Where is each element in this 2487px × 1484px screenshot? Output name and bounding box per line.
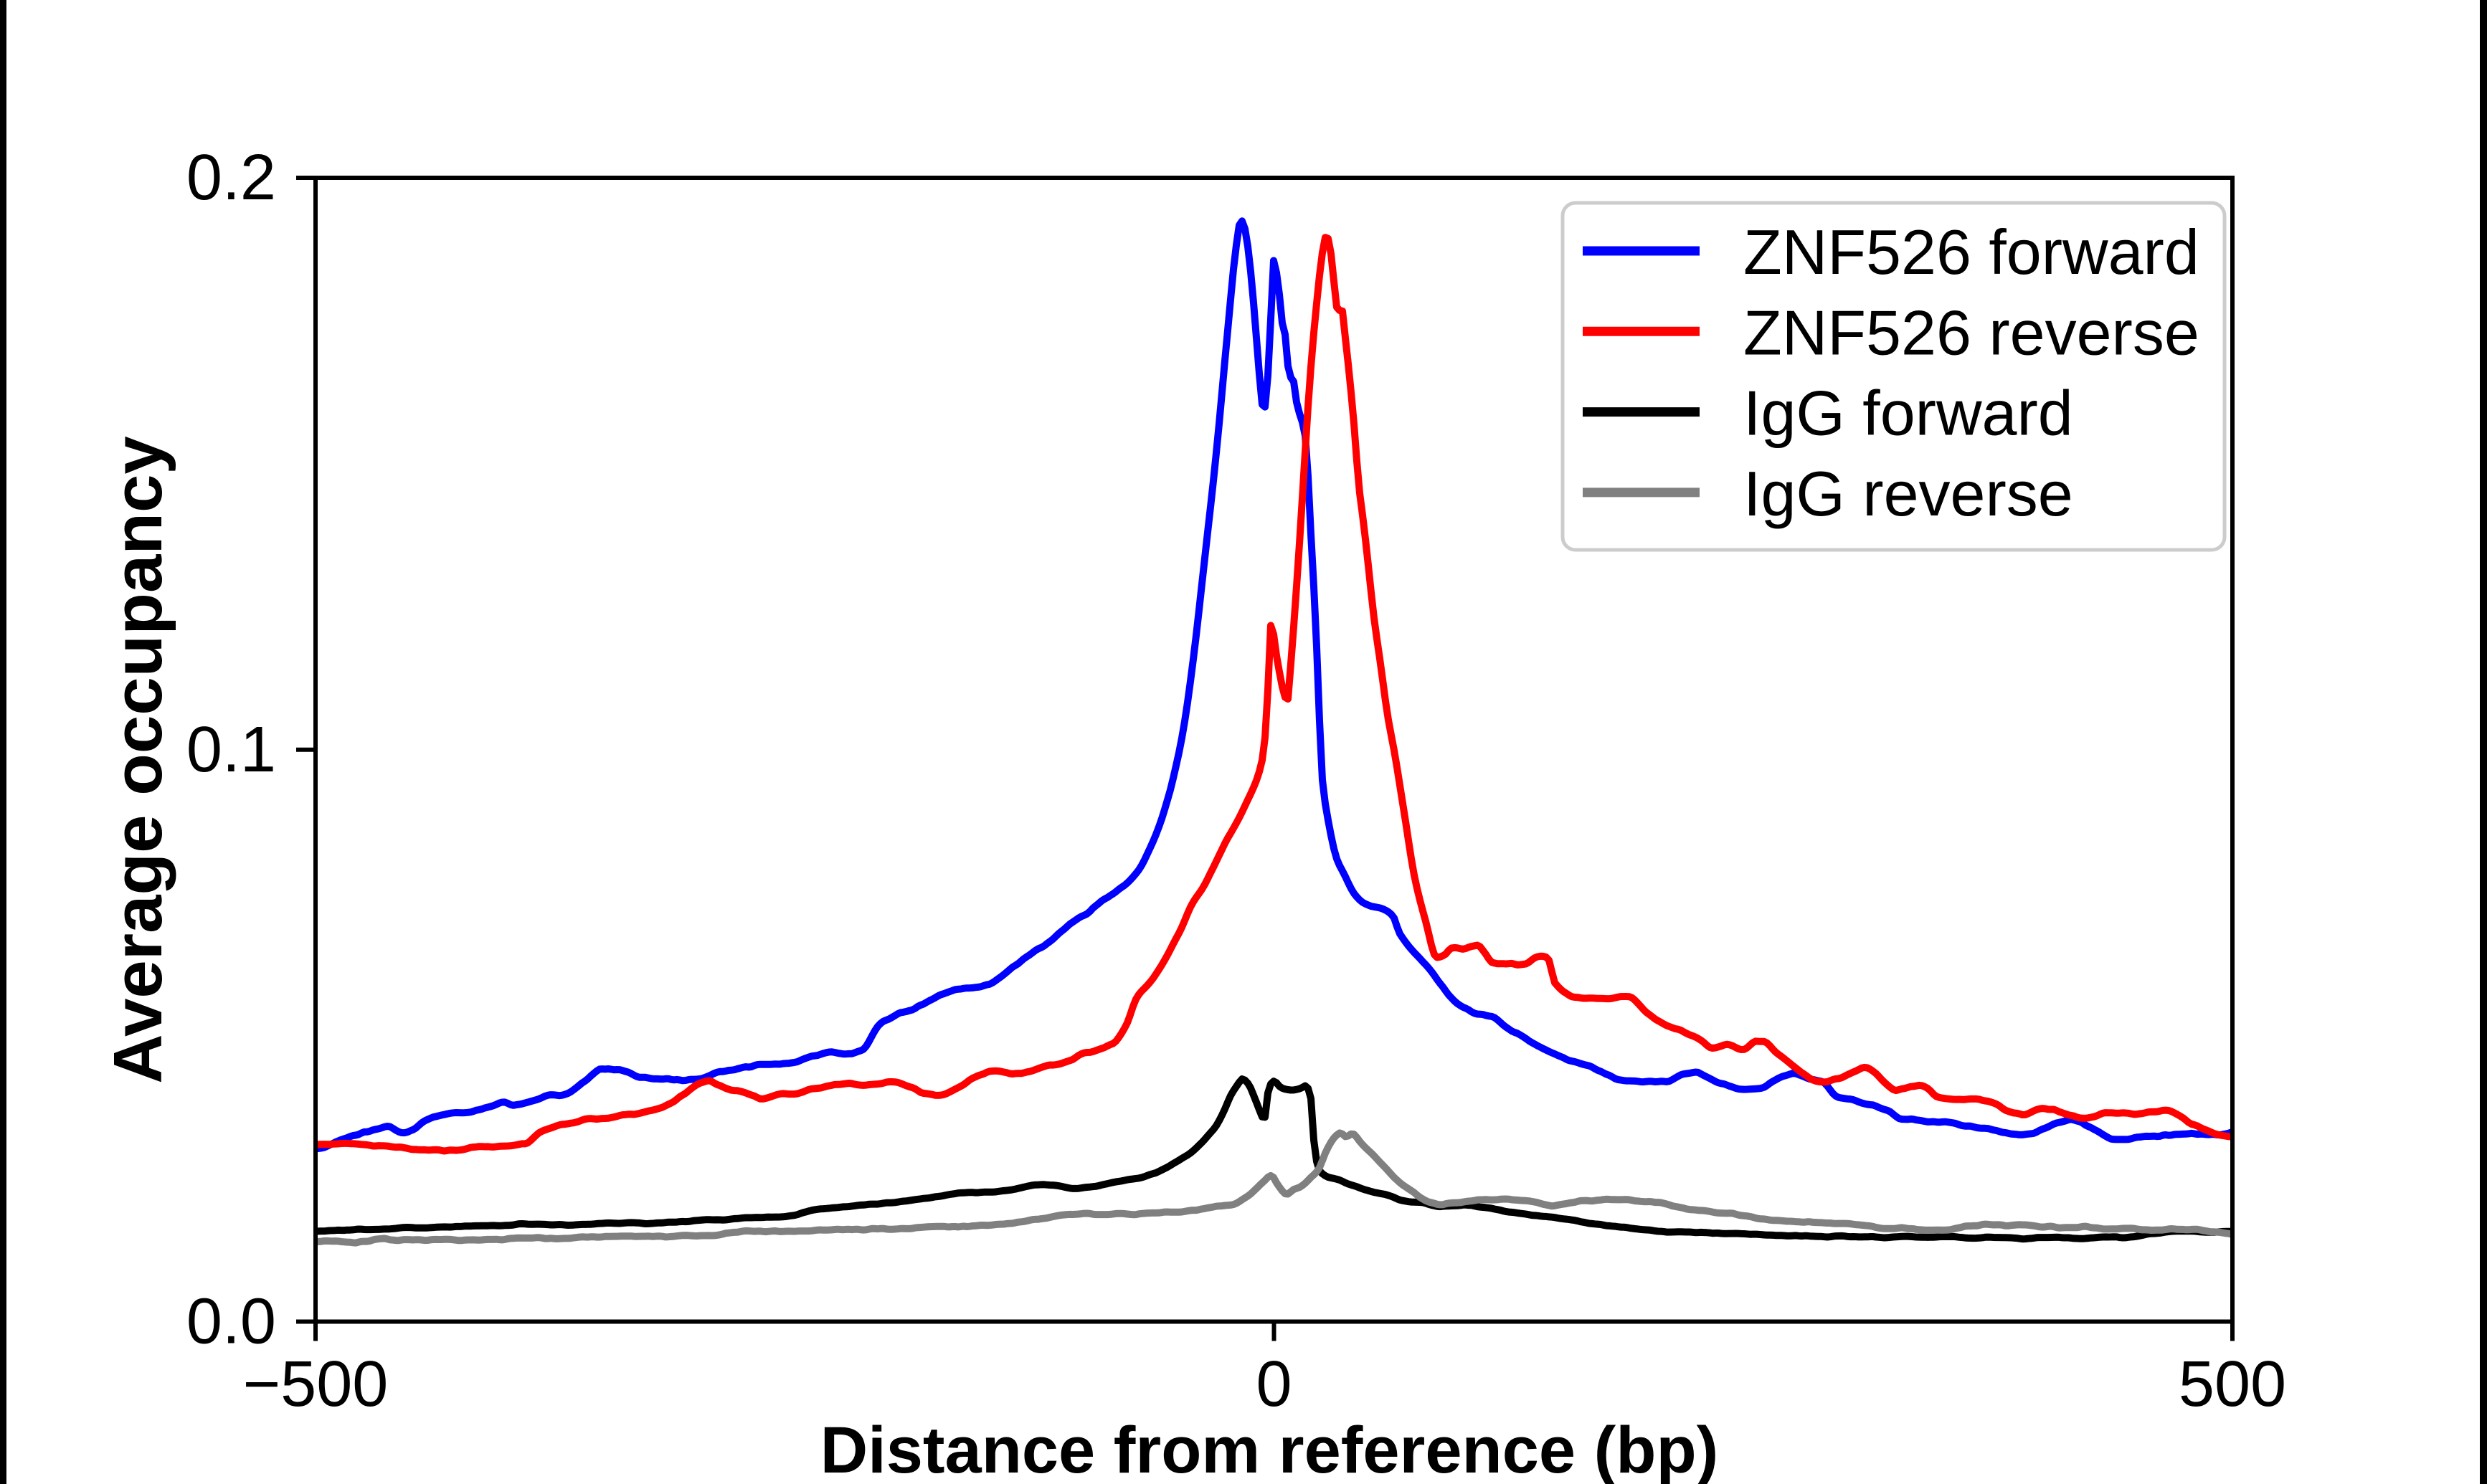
svg-text:Average occupancy: Average occupancy <box>100 436 176 1084</box>
svg-text:0: 0 <box>1256 1349 1292 1420</box>
svg-text:0.0: 0.0 <box>186 1286 276 1358</box>
svg-text:Distance from reference (bp): Distance from reference (bp) <box>820 1414 1719 1484</box>
svg-text:0.1: 0.1 <box>186 714 276 786</box>
svg-text:−500: −500 <box>243 1349 389 1420</box>
svg-text:500: 500 <box>2179 1349 2286 1420</box>
svg-text:ZNF526 reverse: ZNF526 reverse <box>1743 297 2199 368</box>
svg-text:0.2: 0.2 <box>186 142 276 214</box>
svg-text:IgG reverse: IgG reverse <box>1743 458 2073 529</box>
svg-text:ZNF526 forward: ZNF526 forward <box>1743 217 2199 287</box>
svg-text:IgG forward: IgG forward <box>1743 378 2073 449</box>
